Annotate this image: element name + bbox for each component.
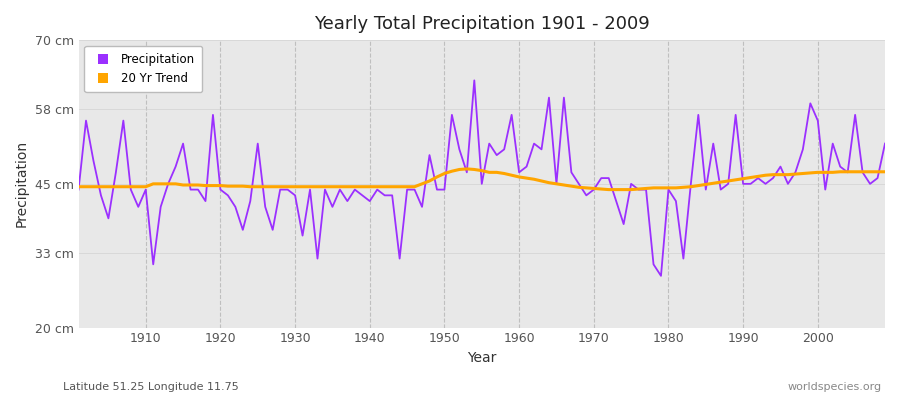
- Legend: Precipitation, 20 Yr Trend: Precipitation, 20 Yr Trend: [85, 46, 202, 92]
- Title: Yearly Total Precipitation 1901 - 2009: Yearly Total Precipitation 1901 - 2009: [314, 15, 650, 33]
- Text: Latitude 51.25 Longitude 11.75: Latitude 51.25 Longitude 11.75: [63, 382, 238, 392]
- X-axis label: Year: Year: [467, 351, 497, 365]
- Text: worldspecies.org: worldspecies.org: [788, 382, 882, 392]
- Y-axis label: Precipitation: Precipitation: [15, 140, 29, 228]
